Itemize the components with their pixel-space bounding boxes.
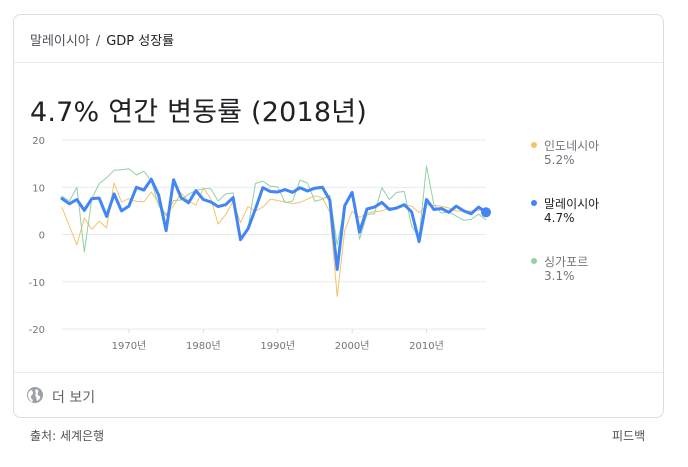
globe-icon bbox=[27, 387, 43, 403]
gdp-line-chart[interactable]: 20 10 0 -10 -20 1970년 1980년 1990년 2000년 2010년 bbox=[14, 15, 514, 365]
legend-item-indonesia[interactable]: 인도네시아 5.2% bbox=[531, 137, 651, 195]
x-tick-label: 1970년 bbox=[112, 340, 147, 352]
y-tick-label: 0 bbox=[39, 231, 45, 242]
series-end-marker bbox=[481, 207, 491, 218]
y-tick-label: 10 bbox=[32, 183, 45, 194]
feedback-link[interactable]: 피드백 bbox=[612, 429, 646, 443]
legend-value: 3.1% bbox=[544, 269, 575, 283]
legend-item-malaysia[interactable]: 말레이시아 4.7% bbox=[531, 195, 651, 253]
series-line-malaysia bbox=[60, 177, 488, 271]
x-tick-label: 1990년 bbox=[260, 340, 295, 352]
footer-divider bbox=[14, 372, 663, 373]
headline-label: 연간 변동률 (2018년) bbox=[108, 97, 367, 128]
x-axis-ticks: 1970년 1980년 1990년 2000년 2010년 bbox=[112, 329, 444, 352]
result-card: 말레이시아 / GDP 성장률 4.7% 연간 변동률 (2018년) 20 10 0 -… bbox=[13, 14, 664, 418]
legend-value: 5.2% bbox=[544, 153, 575, 167]
source-attribution: 출처: 세계은행 bbox=[30, 429, 105, 443]
more-label: 더 보기 bbox=[52, 390, 96, 406]
chart-legend: 인도네시아 5.2% 말레이시아 4.7% 싱가포르 3.1% bbox=[531, 137, 651, 311]
legend-marker-indonesia bbox=[531, 142, 537, 148]
x-tick-label: 2000년 bbox=[335, 340, 370, 352]
breadcrumb-separator: / bbox=[95, 34, 101, 49]
series-line-indonesia bbox=[61, 182, 487, 297]
legend-name: 인도네시아 bbox=[544, 139, 600, 153]
legend-value: 4.7% bbox=[544, 211, 575, 225]
legend-item-singapore[interactable]: 싱가포르 3.1% bbox=[531, 253, 651, 311]
y-tick-label: -10 bbox=[29, 278, 45, 289]
y-axis-ticks: 20 10 0 -10 -20 bbox=[29, 136, 45, 336]
chart-series bbox=[60, 165, 491, 297]
x-tick-label: 1980년 bbox=[186, 340, 221, 352]
x-tick-label: 2010년 bbox=[409, 340, 444, 352]
legend-marker-singapore bbox=[531, 258, 537, 264]
breadcrumb-current: GDP 성장률 bbox=[106, 34, 175, 49]
legend-name: 말레이시아 bbox=[544, 197, 600, 211]
breadcrumb-country-link[interactable]: 말레이시아 bbox=[30, 34, 90, 49]
headline-value: 4.7% bbox=[30, 97, 100, 128]
y-tick-label: 20 bbox=[32, 136, 45, 147]
legend-marker-malaysia bbox=[531, 200, 537, 206]
chart-gridlines bbox=[62, 139, 486, 330]
y-tick-label: -20 bbox=[29, 325, 45, 336]
breadcrumb: 말레이시아 / GDP 성장률 bbox=[30, 30, 174, 49]
page-title: 4.7% 연간 변동률 (2018년) bbox=[30, 90, 367, 129]
legend-name: 싱가포르 bbox=[544, 255, 589, 269]
header-divider bbox=[14, 62, 663, 63]
